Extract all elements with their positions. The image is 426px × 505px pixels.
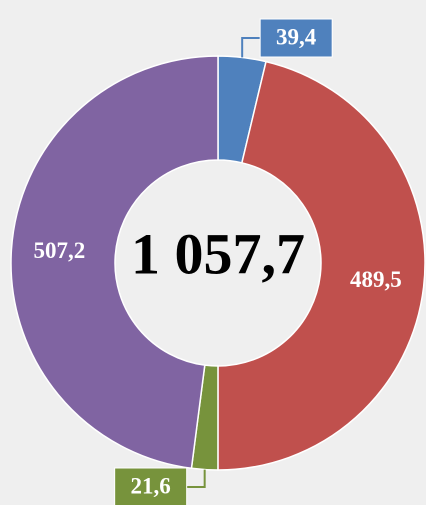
leader-line xyxy=(186,469,206,488)
leader-line xyxy=(241,37,261,58)
label-box xyxy=(114,467,188,505)
value-label: 21,6 xyxy=(131,473,171,498)
value-label: 489,5 xyxy=(350,267,402,292)
value-label: 507,2 xyxy=(33,238,85,263)
label-box xyxy=(259,18,333,58)
slice xyxy=(10,55,219,470)
value-label: 39,4 xyxy=(276,24,317,49)
slices xyxy=(10,55,426,471)
center-label: 1 057,7 xyxy=(131,221,305,286)
slice xyxy=(217,60,426,471)
